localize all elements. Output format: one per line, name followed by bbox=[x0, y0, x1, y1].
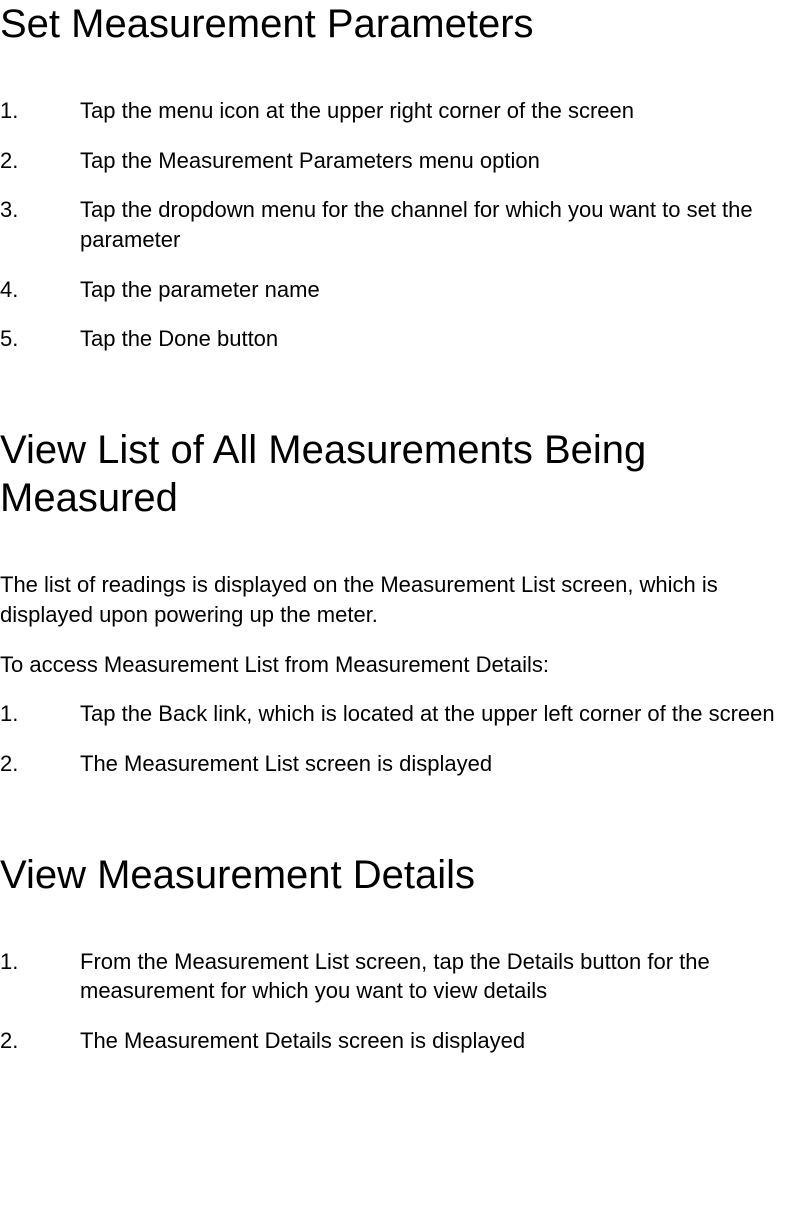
list-item: Tap the parameter name bbox=[0, 275, 812, 305]
list-item: Tap the Measurement Parameters menu opti… bbox=[0, 146, 812, 176]
list-item: Tap the Done button bbox=[0, 324, 812, 354]
heading-view-details: View Measurement Details bbox=[0, 851, 812, 899]
list-item: Tap the Back link, which is located at t… bbox=[0, 699, 812, 729]
list-item: The Measurement List screen is displayed bbox=[0, 749, 812, 779]
paragraph: To access Measurement List from Measurem… bbox=[0, 650, 812, 680]
paragraph: The list of readings is displayed on the… bbox=[0, 570, 812, 629]
heading-view-list: View List of All Measurements Being Meas… bbox=[0, 426, 812, 522]
list-item: From the Measurement List screen, tap th… bbox=[0, 947, 812, 1006]
list-item: Tap the menu icon at the upper right cor… bbox=[0, 96, 812, 126]
list-item: Tap the dropdown menu for the channel fo… bbox=[0, 195, 812, 254]
heading-set-params: Set Measurement Parameters bbox=[0, 0, 812, 48]
steps-view-details: From the Measurement List screen, tap th… bbox=[0, 947, 812, 1056]
steps-set-params: Tap the menu icon at the upper right cor… bbox=[0, 96, 812, 354]
section-view-details: View Measurement Details From the Measur… bbox=[0, 851, 812, 1056]
steps-view-list: Tap the Back link, which is located at t… bbox=[0, 699, 812, 778]
section-set-params: Set Measurement Parameters Tap the menu … bbox=[0, 0, 812, 354]
section-view-list: View List of All Measurements Being Meas… bbox=[0, 426, 812, 778]
list-item: The Measurement Details screen is displa… bbox=[0, 1026, 812, 1056]
